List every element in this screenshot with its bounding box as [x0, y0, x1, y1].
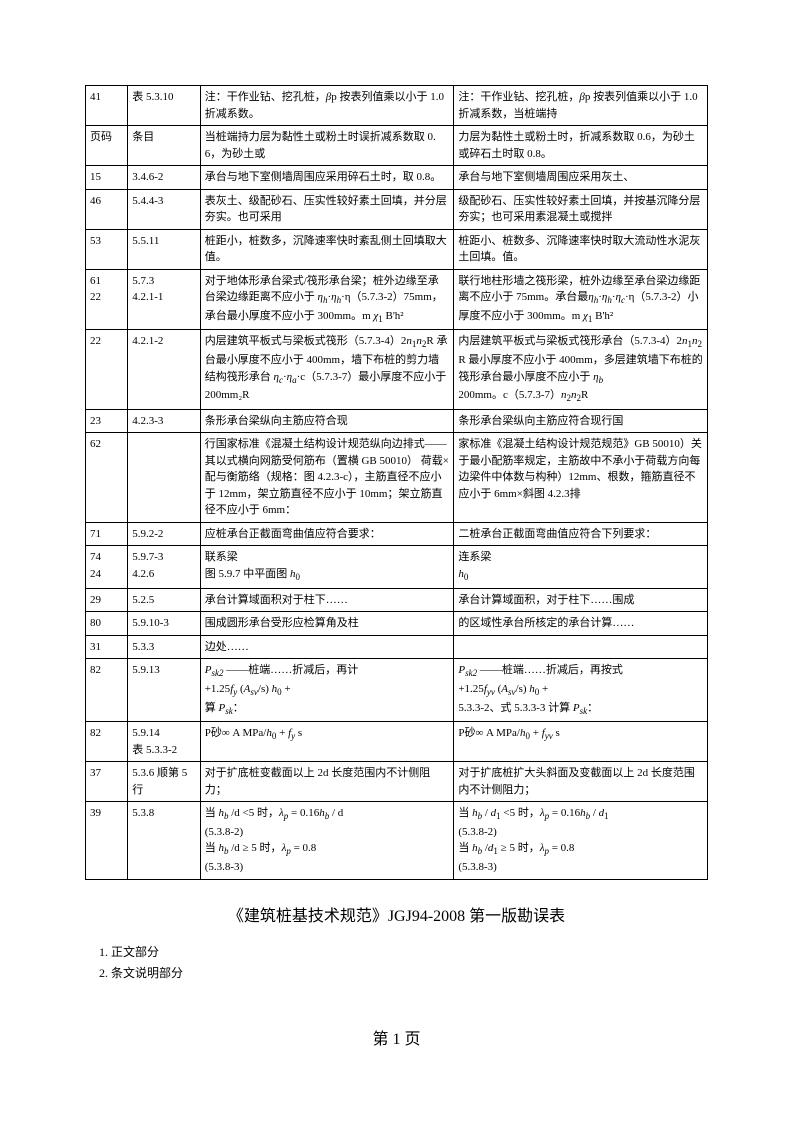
- table-cell: 联行地柱形墙之筏形梁，桩外边缘至承台梁边缘距离不应小于 75mm。承台最ηh·η…: [454, 269, 708, 330]
- table-row: 62 行国家标准《混凝土结构设计规范纵向边排式——其以式横向网筋受何筋布（置横 G…: [86, 433, 708, 523]
- table-cell: 当 hb /d <5 时，λp = 0.16hb / d(5.3.8-2)当 h…: [200, 802, 454, 879]
- table-cell: Psk2 ——桩端……折减后，再计+1.25fy (Asv/s) h0 +算 P…: [200, 659, 454, 722]
- table-cell: 条形承台梁纵向主筋应符合现行国: [454, 409, 708, 433]
- table-cell: 5.9.2-2: [128, 522, 200, 546]
- errata-table: 41表 5.3.10注：干作业钻、挖孔桩，βp 按表列值乘以小于 1.0 折减系…: [85, 85, 708, 880]
- table-row: 页码条目当桩端持力层为黏性土或粉土时误折减系数取 0.6，为砂土或力层为黏性土或…: [86, 126, 708, 166]
- table-row: 224.2.1-2内层建筑平板式与梁板式筏形（5.7.3-4）2n1n2R 承台…: [86, 330, 708, 410]
- table-cell: 80: [86, 612, 128, 636]
- table-cell: 5.5.11: [128, 229, 200, 269]
- table-cell: 5.4.4-3: [128, 189, 200, 229]
- table-cell: 31: [86, 635, 128, 659]
- table-cell: 对于地体形承台梁式/筏形承台梁；桩外边缘至承台梁边缘距离不应小于 ηh·ηh·η…: [200, 269, 454, 330]
- table-cell: P砂∞ A MPa/h0 + fyv s: [454, 722, 708, 762]
- table-cell: [454, 635, 708, 659]
- table-row: 153.4.6-2承台与地下室侧墙周围应采用碎石土时，取 0.8。承台与地下室侧…: [86, 166, 708, 190]
- note-2: 2. 条文说明部分: [99, 963, 708, 985]
- table-cell: 桩距小，桩数多，沉降速率快时紊乱侧土回填取大值。: [200, 229, 454, 269]
- table-cell: 82: [86, 722, 128, 762]
- table-cell: 4.2.1-2: [128, 330, 200, 410]
- table-row: 535.5.11桩距小，桩数多，沉降速率快时紊乱侧土回填取大值。桩距小、桩数多、…: [86, 229, 708, 269]
- table-cell: 桩距小、桩数多、沉降速率快时取大流动性水泥灰土回填。值。: [454, 229, 708, 269]
- table-cell: 对于扩底桩变截面以上 2d 长度范围内不计侧阻力；: [200, 762, 454, 802]
- table-cell: 5.2.5: [128, 588, 200, 612]
- table-row: 74245.9.7-34.2.6联系梁图 5.9.7 中平面图 h0连系梁h0: [86, 546, 708, 588]
- table-cell: 页码: [86, 126, 128, 166]
- table-row: 315.3.3边处……: [86, 635, 708, 659]
- table-cell: 5.3.8: [128, 802, 200, 879]
- note-1: 1. 正文部分: [99, 942, 708, 964]
- table-row: 465.4.4-3表灰土、级配砂石、压实性较好素土回填，并分层夯实。也可采用级配…: [86, 189, 708, 229]
- table-cell: 53: [86, 229, 128, 269]
- table-cell: 承台与地下室侧墙周围应采用灰土、: [454, 166, 708, 190]
- table-cell: 29: [86, 588, 128, 612]
- table-row: 61225.7.34.2.1-1对于地体形承台梁式/筏形承台梁；桩外边缘至承台梁…: [86, 269, 708, 330]
- table-cell: 82: [86, 659, 128, 722]
- table-cell: 注：干作业钻、挖孔桩，βp 按表列值乘以小于 1.0 折减系数，当桩端持: [454, 86, 708, 126]
- table-cell: 内层建筑平板式与梁板式筏形（5.7.3-4）2n1n2R 承台最小厚度不应小于 …: [200, 330, 454, 410]
- table-cell: 4.2.3-3: [128, 409, 200, 433]
- table-cell: 62: [86, 433, 128, 523]
- table-cell: 家标准《混凝土结构设计规范规范》GB 50010）关于最小配筋率规定，主筋故中不…: [454, 433, 708, 523]
- table-cell: 37: [86, 762, 128, 802]
- table-cell: 级配砂石、压实性较好素土回填，并按基沉降分层夯实；也可采用素混凝土或搅拌: [454, 189, 708, 229]
- table-cell: 41: [86, 86, 128, 126]
- table-cell: 5.9.13: [128, 659, 200, 722]
- table-cell: 围成圆形承台受形应检算角及柱: [200, 612, 454, 636]
- table-cell: 注：干作业钻、挖孔桩，βp 按表列值乘以小于 1.0 折减系数。: [200, 86, 454, 126]
- table-cell: 3.4.6-2: [128, 166, 200, 190]
- table-cell: 46: [86, 189, 128, 229]
- table-cell: 22: [86, 330, 128, 410]
- table-cell: 15: [86, 166, 128, 190]
- table-cell: 边处……: [200, 635, 454, 659]
- table-row: 234.2.3-3条形承台梁纵向主筋应符合现条形承台梁纵向主筋应符合现行国: [86, 409, 708, 433]
- table-cell: 承台计算域面积对于柱下……: [200, 588, 454, 612]
- table-cell: 对于扩底桩扩大头斜面及变截面以上 2d 长度范围内不计侧阻力；: [454, 762, 708, 802]
- table-cell: 表灰土、级配砂石、压实性较好素土回填，并分层夯实。也可采用: [200, 189, 454, 229]
- table-cell: 表 5.3.10: [128, 86, 200, 126]
- table-cell: 二桩承台正截面弯曲值应符合下列要求：: [454, 522, 708, 546]
- table-cell: 5.3.3: [128, 635, 200, 659]
- table-cell: 应桩承台正截面弯曲值应符合要求：: [200, 522, 454, 546]
- table-cell: 的区域性承台所核定的承台计算……: [454, 612, 708, 636]
- table-cell: 承台计算域面积，对于柱下……围成: [454, 588, 708, 612]
- table-row: 825.9.13Psk2 ——桩端……折减后，再计+1.25fy (Asv/s)…: [86, 659, 708, 722]
- table-cell: 5.9.14表 5.3.3-2: [128, 722, 200, 762]
- table-cell: 行国家标准《混凝土结构设计规范纵向边排式——其以式横向网筋受何筋布（置横 GB …: [200, 433, 454, 523]
- table-cell: 71: [86, 522, 128, 546]
- table-cell: 5.7.34.2.1-1: [128, 269, 200, 330]
- table-row: 375.3.6 顺第 5 行对于扩底桩变截面以上 2d 长度范围内不计侧阻力；对…: [86, 762, 708, 802]
- table-row: 825.9.14表 5.3.3-2P砂∞ A MPa/h0 + fy sP砂∞ …: [86, 722, 708, 762]
- table-cell: 连系梁h0: [454, 546, 708, 588]
- table-cell: P砂∞ A MPa/h0 + fy s: [200, 722, 454, 762]
- table-cell: Psk2 ——桩端……折减后，再按式+1.25fyv (Asv/s) h0 +5…: [454, 659, 708, 722]
- table-cell: 当 hb / d1 <5 时，λp = 0.16hb / d1(5.3.8-2)…: [454, 802, 708, 879]
- table-cell: [128, 433, 200, 523]
- table-row: 805.9.10-3围成圆形承台受形应检算角及柱的区域性承台所核定的承台计算……: [86, 612, 708, 636]
- table-cell: 7424: [86, 546, 128, 588]
- table-cell: 39: [86, 802, 128, 879]
- table-cell: 联系梁图 5.9.7 中平面图 h0: [200, 546, 454, 588]
- table-cell: 5.9.7-34.2.6: [128, 546, 200, 588]
- table-cell: 内层建筑平板式与梁板式筏形承台（5.7.3-4）2n1n2R 最小厚度不应小于 …: [454, 330, 708, 410]
- table-row: 295.2.5承台计算域面积对于柱下……承台计算域面积，对于柱下……围成: [86, 588, 708, 612]
- table-cell: 6122: [86, 269, 128, 330]
- table-cell: 条目: [128, 126, 200, 166]
- notes-section: 1. 正文部分 2. 条文说明部分: [85, 942, 708, 985]
- table-row: 715.9.2-2应桩承台正截面弯曲值应符合要求：二桩承台正截面弯曲值应符合下列…: [86, 522, 708, 546]
- table-cell: 5.9.10-3: [128, 612, 200, 636]
- table-cell: 23: [86, 409, 128, 433]
- table-cell: 条形承台梁纵向主筋应符合现: [200, 409, 454, 433]
- table-cell: 力层为黏性土或粉土时，折减系数取 0.6，为砂土或碎石土时取 0.8。: [454, 126, 708, 166]
- table-row: 395.3.8当 hb /d <5 时，λp = 0.16hb / d(5.3.…: [86, 802, 708, 879]
- document-title: 《建筑桩基技术规范》JGJ94-2008 第一版勘误表: [85, 902, 708, 926]
- table-row: 41表 5.3.10注：干作业钻、挖孔桩，βp 按表列值乘以小于 1.0 折减系…: [86, 86, 708, 126]
- table-cell: 承台与地下室侧墙周围应采用碎石土时，取 0.8。: [200, 166, 454, 190]
- table-cell: 当桩端持力层为黏性土或粉土时误折减系数取 0.6，为砂土或: [200, 126, 454, 166]
- table-cell: 5.3.6 顺第 5 行: [128, 762, 200, 802]
- page-number: 第 1 页: [85, 1025, 708, 1049]
